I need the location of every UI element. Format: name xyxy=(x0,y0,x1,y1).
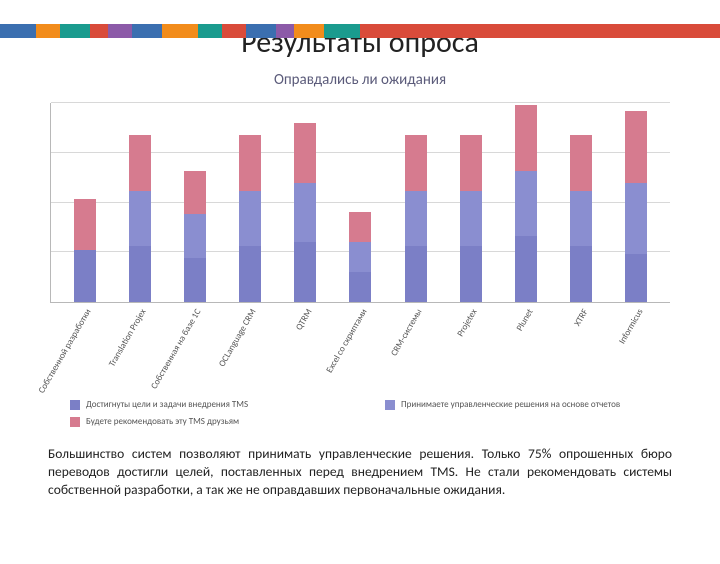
bar-segment xyxy=(184,214,206,258)
bar-segment xyxy=(405,191,427,247)
bar-group xyxy=(74,103,96,302)
x-axis-label: Excel со скриптами xyxy=(349,307,371,397)
legend-swatch xyxy=(385,400,395,410)
bar-segment xyxy=(625,254,647,302)
bar-segment xyxy=(239,246,261,302)
bar-group xyxy=(184,103,206,302)
legend-label: Достигнуты цели и задачи внедрения TMS xyxy=(86,399,248,410)
bar-segment xyxy=(294,123,316,183)
legend-item: Принимаете управленческие решения на осн… xyxy=(385,399,670,410)
bar-group xyxy=(405,103,427,302)
bar-segment xyxy=(349,212,371,242)
x-axis-label: QTRM xyxy=(294,307,316,397)
bar-group xyxy=(460,103,482,302)
bar-segment xyxy=(349,272,371,302)
bar-segment xyxy=(184,258,206,302)
bar-segment xyxy=(460,246,482,302)
legend-item: Будете рекомендовать эту TMS друзьям xyxy=(70,416,355,427)
body-paragraph: Большинство систем позволяют принимать у… xyxy=(48,445,672,500)
bar-segment xyxy=(239,135,261,191)
bar-segment xyxy=(625,111,647,183)
bar-segment xyxy=(570,191,592,247)
bar-segment xyxy=(294,183,316,243)
bar-segment xyxy=(74,199,96,251)
legend-label: Принимаете управленческие решения на осн… xyxy=(401,399,620,410)
bar-segment xyxy=(239,191,261,247)
x-axis-label: Собственной разработки xyxy=(73,307,95,397)
bar-group xyxy=(294,103,316,302)
bar-segment xyxy=(405,246,427,302)
bar-group xyxy=(239,103,261,302)
legend-swatch xyxy=(70,400,80,410)
x-axis-label: OCLanguage CRM xyxy=(238,307,260,397)
chart-bars xyxy=(51,103,670,302)
bar-segment xyxy=(129,246,151,302)
bar-segment xyxy=(625,183,647,255)
chart-x-labels: Собственной разработки Translation Projex… xyxy=(50,307,670,397)
chart-legend: Достигнуты цели и задачи внедрения TMS Пр… xyxy=(70,399,670,427)
bar-segment xyxy=(74,250,96,302)
x-axis-label: CRM-системы xyxy=(404,307,426,397)
bar-segment xyxy=(460,135,482,191)
bar-segment xyxy=(349,242,371,272)
bar-segment xyxy=(515,236,537,302)
bar-segment xyxy=(515,105,537,171)
bar-segment xyxy=(294,242,316,302)
chart-plot-area xyxy=(50,103,670,303)
x-axis-label: Informicus xyxy=(625,307,647,397)
x-axis-label: Projetex xyxy=(459,307,481,397)
chart-title: Оправдались ли ожидания xyxy=(50,71,670,89)
legend-item: Достигнуты цели и задачи внедрения TMS xyxy=(70,399,355,410)
x-axis-label: Translation Projex xyxy=(128,307,150,397)
legend-label: Будете рекомендовать эту TMS друзьям xyxy=(86,416,239,427)
bar-segment xyxy=(570,246,592,302)
chart-container: Оправдались ли ожидания Собственной разр… xyxy=(50,71,670,427)
x-axis-label: Собственная на базе 1С xyxy=(183,307,205,397)
bar-segment xyxy=(405,135,427,191)
bar-segment xyxy=(460,191,482,247)
bar-segment xyxy=(129,135,151,191)
bar-group xyxy=(625,103,647,302)
bar-group xyxy=(515,103,537,302)
bar-segment xyxy=(515,171,537,237)
bar-group xyxy=(349,103,371,302)
decorative-top-border xyxy=(0,24,720,38)
x-axis-label: XTRF xyxy=(570,307,592,397)
legend-swatch xyxy=(70,417,80,427)
bar-segment xyxy=(129,191,151,247)
bar-group xyxy=(129,103,151,302)
bar-group xyxy=(570,103,592,302)
bar-segment xyxy=(570,135,592,191)
bar-segment xyxy=(184,171,206,215)
x-axis-label: Plunet xyxy=(515,307,537,397)
